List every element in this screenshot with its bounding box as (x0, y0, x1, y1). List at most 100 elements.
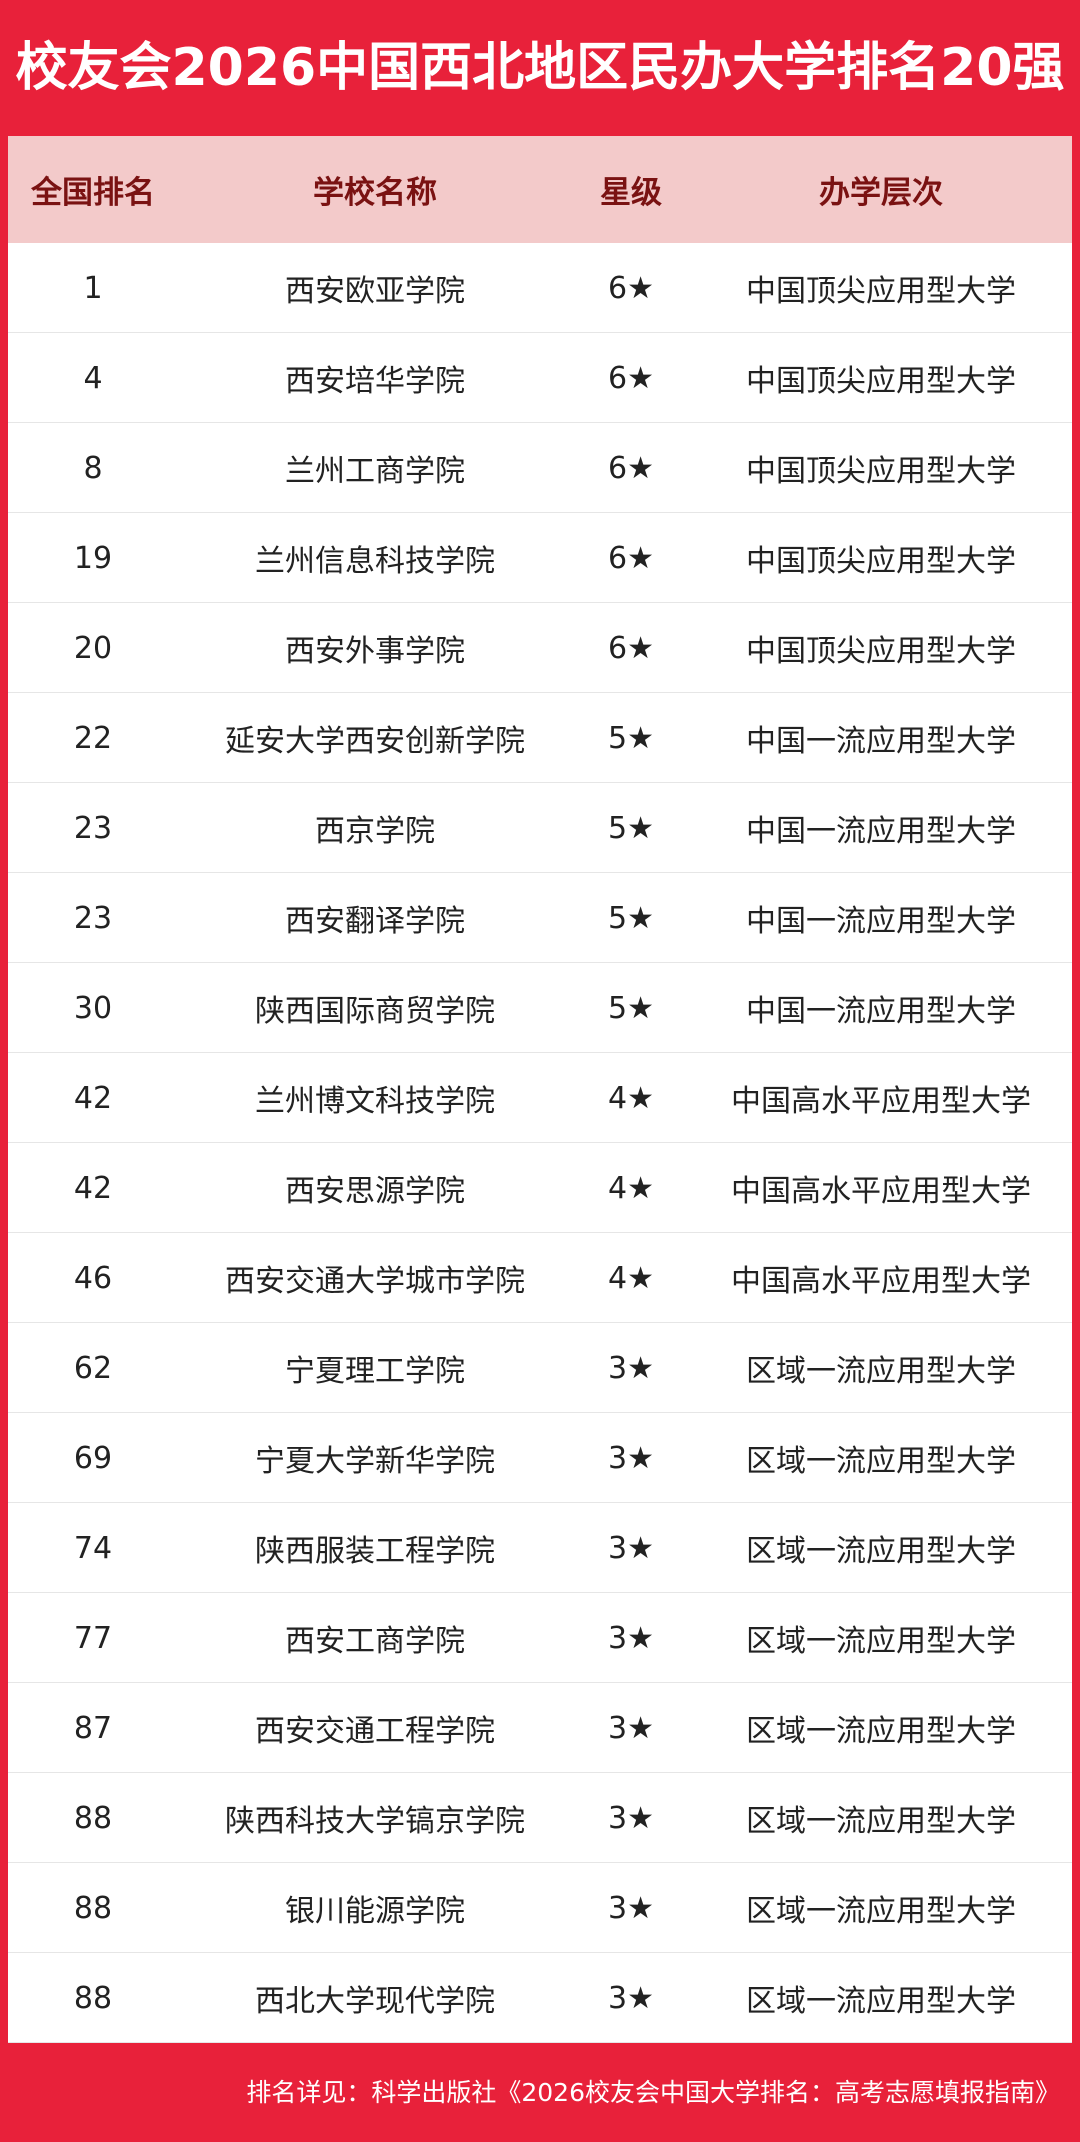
column-header: 学校名称 (313, 175, 437, 211)
table-cell: 宁夏大学新华学院 (255, 1444, 495, 1479)
table-cell: 西安翻译学院 (285, 904, 465, 939)
table-row: 88 银川能源学院 3★ 区域一流应用型大学 (8, 1863, 1072, 1953)
table-cell: 区域一流应用型大学 (746, 1894, 1016, 1929)
table-cell: 西安工商学院 (285, 1624, 465, 1659)
table-cell: 42 (73, 1170, 113, 1206)
table-cell: 3★ (608, 1890, 654, 1926)
table-cell: 88 (73, 1890, 113, 1926)
table-cell: 中国一流应用型大学 (746, 724, 1016, 759)
table-cell: 3★ (608, 1620, 654, 1656)
table-cell: 77 (73, 1620, 113, 1656)
table-cell: 6★ (608, 540, 654, 576)
table-cell: 西安交通大学城市学院 (225, 1264, 525, 1299)
table-row: 23 西安翻译学院 5★ 中国一流应用型大学 (8, 873, 1072, 963)
table-cell: 3★ (608, 1350, 654, 1386)
table-cell: 区域一流应用型大学 (746, 1534, 1016, 1569)
table-cell: 4★ (608, 1260, 654, 1296)
table-cell: 42 (73, 1080, 113, 1116)
table-cell: 区域一流应用型大学 (746, 1714, 1016, 1749)
table-cell: 3★ (608, 1530, 654, 1566)
table-cell: 区域一流应用型大学 (746, 1444, 1016, 1479)
table-cell: 中国顶尖应用型大学 (746, 364, 1016, 399)
table-row: 42 西安思源学院 4★ 中国高水平应用型大学 (8, 1143, 1072, 1233)
table-cell: 延安大学西安创新学院 (225, 724, 525, 759)
table-cell: 4 (83, 360, 103, 396)
table-cell: 中国一流应用型大学 (746, 814, 1016, 849)
table-row: 88 陕西科技大学镐京学院 3★ 区域一流应用型大学 (8, 1773, 1072, 1863)
table-cell: 69 (73, 1440, 113, 1476)
table-cell: 西北大学现代学院 (255, 1984, 495, 2019)
table-cell: 陕西服装工程学院 (255, 1534, 495, 1569)
table-cell: 兰州工商学院 (285, 454, 465, 489)
table-cell: 中国顶尖应用型大学 (746, 454, 1016, 489)
table-cell: 区域一流应用型大学 (746, 1624, 1016, 1659)
table-cell: 区域一流应用型大学 (746, 1984, 1016, 2019)
table-cell: 区域一流应用型大学 (746, 1354, 1016, 1389)
table-row: 19 兰州信息科技学院 6★ 中国顶尖应用型大学 (8, 513, 1072, 603)
table-row: 87 西安交通工程学院 3★ 区域一流应用型大学 (8, 1683, 1072, 1773)
table-cell: 陕西国际商贸学院 (255, 994, 495, 1029)
table-cell: 6★ (608, 630, 654, 666)
table-cell: 宁夏理工学院 (285, 1354, 465, 1389)
table-cell: 3★ (608, 1980, 654, 2016)
table-cell: 兰州博文科技学院 (255, 1084, 495, 1119)
table-cell: 5★ (608, 990, 654, 1026)
title: 校友会2026中国西北地区民办大学排名20强 (15, 38, 1065, 98)
table-cell: 8 (83, 450, 103, 486)
table-row: 88 西北大学现代学院 3★ 区域一流应用型大学 (8, 1953, 1072, 2043)
table-cell: 陕西科技大学镐京学院 (225, 1804, 525, 1839)
table-cell: 88 (73, 1980, 113, 2016)
table-cell: 西安外事学院 (285, 634, 465, 669)
table-row: 4 西安培华学院 6★ 中国顶尖应用型大学 (8, 333, 1072, 423)
table-cell: 74 (73, 1530, 113, 1566)
table-cell: 23 (73, 900, 113, 936)
table-cell: 5★ (608, 810, 654, 846)
header-row: 全国排名 学校名称 星级 办学层次 (8, 136, 1072, 243)
table-cell: 中国一流应用型大学 (746, 904, 1016, 939)
column-header: 全国排名 (31, 175, 155, 211)
table-row: 8 兰州工商学院 6★ 中国顶尖应用型大学 (8, 423, 1072, 513)
table-cell: 4★ (608, 1080, 654, 1116)
table-cell: 62 (73, 1350, 113, 1386)
column-header: 星级 (600, 175, 662, 211)
footer-note: 排名详见：科学出版社《2026校友会中国大学排名：高考志愿填报指南》 (246, 2078, 1060, 2107)
table-cell: 1 (83, 270, 103, 306)
table-cell: 中国顶尖应用型大学 (746, 274, 1016, 309)
table-row: 74 陕西服装工程学院 3★ 区域一流应用型大学 (8, 1503, 1072, 1593)
table-cell: 银川能源学院 (285, 1894, 465, 1929)
table-cell: 区域一流应用型大学 (746, 1804, 1016, 1839)
table-row: 23 西京学院 5★ 中国一流应用型大学 (8, 783, 1072, 873)
table-cell: 西京学院 (315, 814, 435, 849)
table-cell: 30 (73, 990, 113, 1026)
table-cell: 88 (73, 1800, 113, 1836)
table-cell: 3★ (608, 1710, 654, 1746)
table-cell: 中国高水平应用型大学 (731, 1084, 1031, 1119)
table-cell: 西安思源学院 (285, 1174, 465, 1209)
table-cell: 6★ (608, 270, 654, 306)
table-cell: 西安培华学院 (285, 364, 465, 399)
table-cell: 中国高水平应用型大学 (731, 1174, 1031, 1209)
table-cell: 兰州信息科技学院 (255, 544, 495, 579)
table-row: 30 陕西国际商贸学院 5★ 中国一流应用型大学 (8, 963, 1072, 1053)
table-row: 69 宁夏大学新华学院 3★ 区域一流应用型大学 (8, 1413, 1072, 1503)
table-cell: 中国顶尖应用型大学 (746, 634, 1016, 669)
table-row: 62 宁夏理工学院 3★ 区域一流应用型大学 (8, 1323, 1072, 1413)
table-row: 1 西安欧亚学院 6★ 中国顶尖应用型大学 (8, 243, 1072, 333)
table-cell: 中国高水平应用型大学 (731, 1264, 1031, 1299)
table: 全国排名 学校名称 星级 办学层次 1 西安欧亚学院 6★ 中国顶尖应用型大学 4 西安培华学院 6… (8, 136, 1072, 2043)
table-cell: 46 (73, 1260, 113, 1296)
table-cell: 中国顶尖应用型大学 (746, 544, 1016, 579)
column-header: 办学层次 (819, 175, 943, 211)
table-cell: 19 (73, 540, 113, 576)
table-cell: 6★ (608, 360, 654, 396)
table-cell: 87 (73, 1710, 113, 1746)
table-cell: 中国一流应用型大学 (746, 994, 1016, 1029)
table-row: 77 西安工商学院 3★ 区域一流应用型大学 (8, 1593, 1072, 1683)
table-row: 42 兰州博文科技学院 4★ 中国高水平应用型大学 (8, 1053, 1072, 1143)
table-row: 20 西安外事学院 6★ 中国顶尖应用型大学 (8, 603, 1072, 693)
table-cell: 西安交通工程学院 (255, 1714, 495, 1749)
table-cell: 6★ (608, 450, 654, 486)
table-row: 22 延安大学西安创新学院 5★ 中国一流应用型大学 (8, 693, 1072, 783)
table-cell: 5★ (608, 900, 654, 936)
